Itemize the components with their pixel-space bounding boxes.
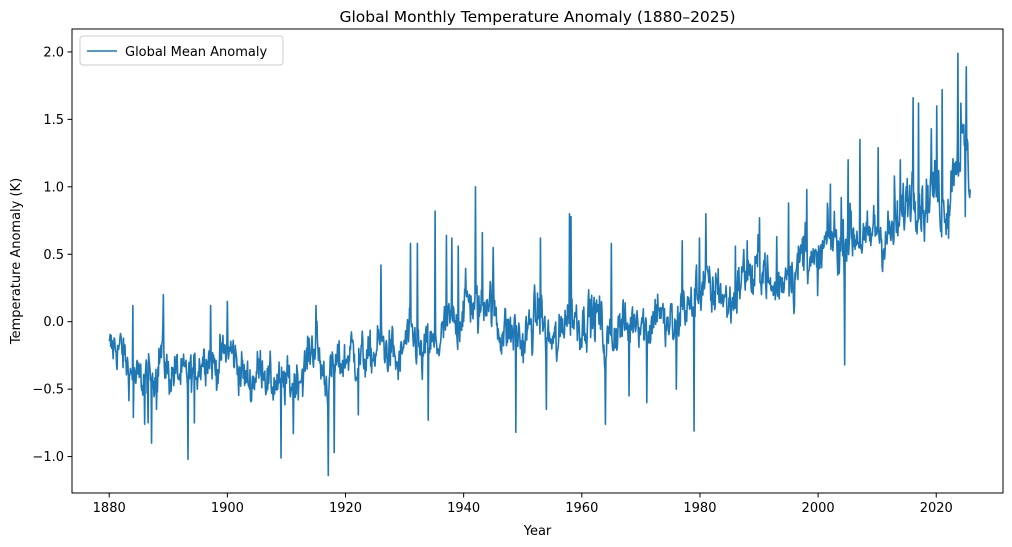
y-tick-label: −1.0 xyxy=(32,450,64,465)
y-tick-label: 2.0 xyxy=(43,45,64,60)
x-tick-label: 2000 xyxy=(802,501,835,516)
y-tick-label: 1.5 xyxy=(43,113,64,128)
y-axis-label: Temperature Anomaly (K) xyxy=(9,178,24,345)
legend-box xyxy=(79,35,284,66)
plot-area xyxy=(108,52,972,477)
x-tick-label: 1880 xyxy=(93,501,126,516)
x-tick-label: 1980 xyxy=(683,501,716,516)
axes-frame xyxy=(71,28,1004,494)
y-tick-label: 1.0 xyxy=(43,180,64,195)
x-tick-label: 1940 xyxy=(447,501,480,516)
y-axis-label-group: Temperature Anomaly (K) xyxy=(9,178,24,345)
y-tick-label: 0.0 xyxy=(43,315,64,330)
y-tick-label: 0.5 xyxy=(43,248,64,263)
x-tick-label: 2020 xyxy=(920,501,953,516)
x-axis-label: Year xyxy=(523,524,552,539)
x-tick-label: 1960 xyxy=(565,501,598,516)
legend: Global Mean Anomaly xyxy=(79,35,284,66)
axis-ticks: 1880 1900 1920 1940 1960 1980 2000 2020 −1.0 −0.5… xyxy=(32,45,952,516)
chart-title: Global Monthly Temperature Anomaly (1880… xyxy=(339,8,735,26)
legend-label: Global Mean Anomaly xyxy=(125,45,267,60)
x-tick-label: 1900 xyxy=(211,501,244,516)
y-tick-label: −0.5 xyxy=(32,383,64,398)
series-line-global-mean-anomaly xyxy=(108,52,972,477)
x-tick-label: 1920 xyxy=(329,501,362,516)
